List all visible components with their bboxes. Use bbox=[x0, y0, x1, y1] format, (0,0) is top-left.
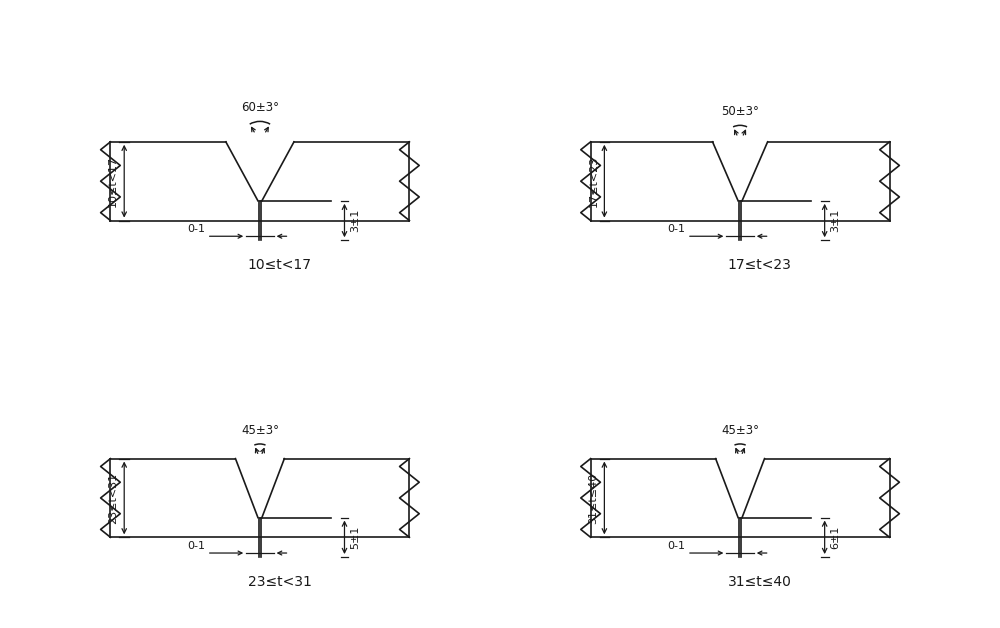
Text: 10≤t<17: 10≤t<17 bbox=[248, 258, 312, 272]
Text: 23≤t<31: 23≤t<31 bbox=[108, 472, 118, 524]
Text: 0-1: 0-1 bbox=[187, 541, 205, 551]
Text: 17≤t<23: 17≤t<23 bbox=[728, 258, 792, 272]
Text: 60±3°: 60±3° bbox=[241, 101, 279, 114]
Text: 3±1: 3±1 bbox=[350, 209, 360, 232]
Text: 23≤t<31: 23≤t<31 bbox=[248, 575, 312, 588]
Text: 6±1: 6±1 bbox=[831, 526, 841, 549]
Text: 3±1: 3±1 bbox=[831, 209, 841, 232]
Text: 0-1: 0-1 bbox=[187, 224, 205, 234]
Text: 10≤t<17: 10≤t<17 bbox=[108, 156, 118, 207]
Text: 45±3°: 45±3° bbox=[721, 424, 759, 437]
Text: 31≤t≤40: 31≤t≤40 bbox=[588, 472, 598, 524]
Text: 31≤t≤40: 31≤t≤40 bbox=[728, 575, 792, 588]
Text: 50±3°: 50±3° bbox=[721, 106, 759, 118]
Text: 0-1: 0-1 bbox=[667, 224, 685, 234]
Text: 5±1: 5±1 bbox=[350, 526, 360, 549]
Text: 0-1: 0-1 bbox=[667, 541, 685, 551]
Text: 45±3°: 45±3° bbox=[241, 424, 279, 437]
Text: 17≤t<23: 17≤t<23 bbox=[588, 156, 598, 207]
